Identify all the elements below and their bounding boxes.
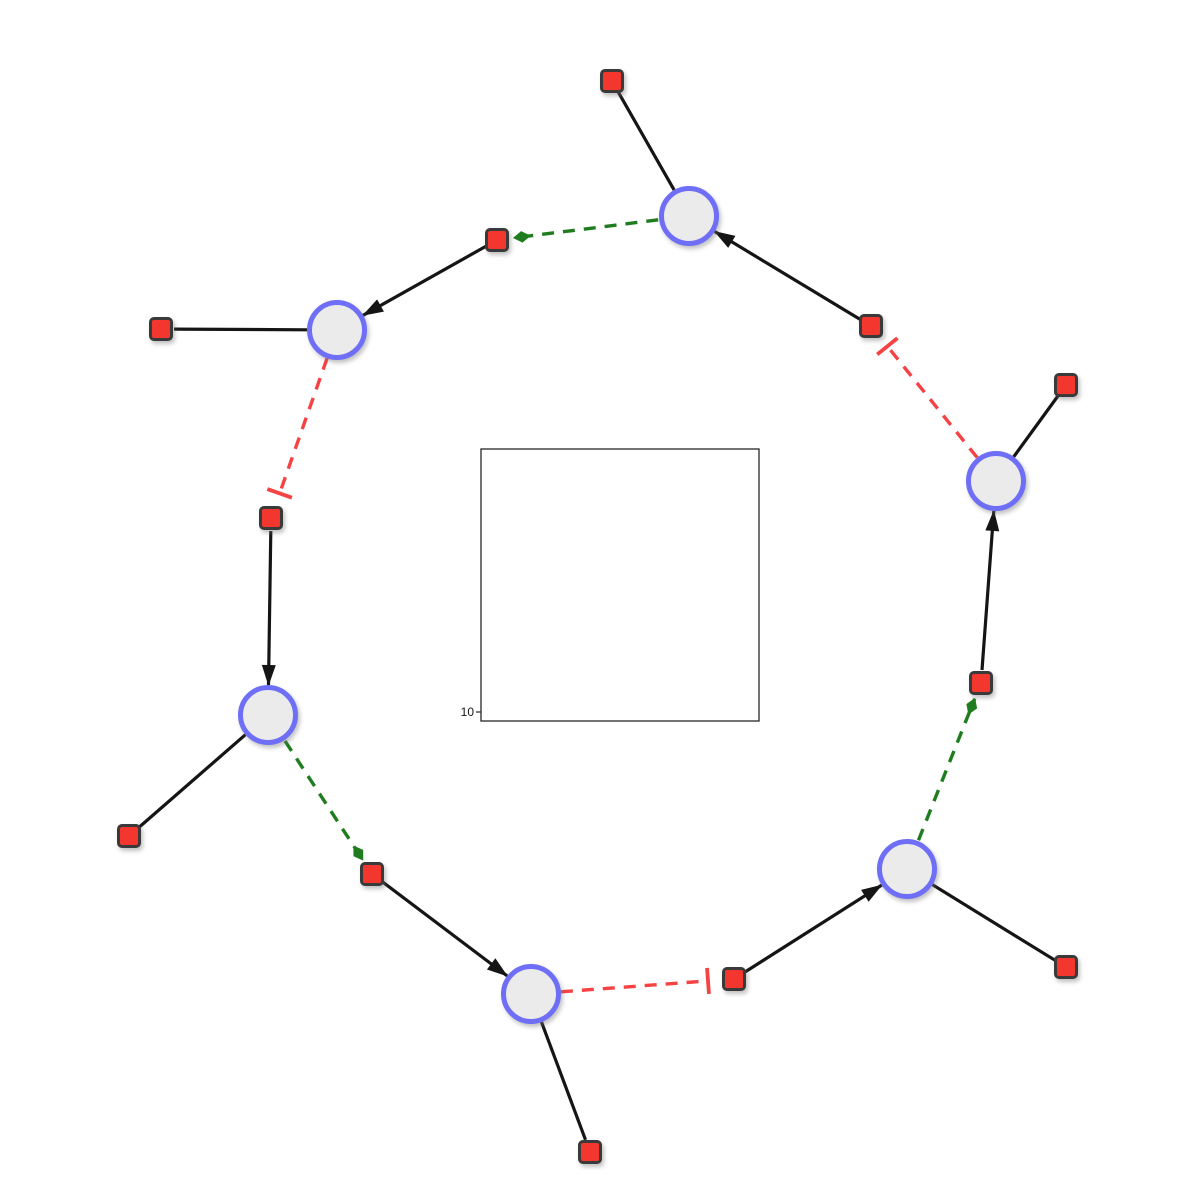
- reaction-node-deg-laci-tx[interactable]: [600, 69, 624, 93]
- edge-inhibition-tetr-protein-to-tc-ci: [560, 967, 711, 995]
- reaction-node-tl-ci[interactable]: [969, 671, 993, 695]
- species-node-tetr-protein[interactable]: [501, 964, 561, 1024]
- edge-inhibition-ci-protein-to-tc-laci: [876, 336, 979, 459]
- edge-consumption-laci-mrna-to-deg-laci-tx: [617, 91, 676, 191]
- edge-modifier-tetr-mrna-to-tl-tetr: [283, 739, 365, 861]
- species-node-laci-mrna[interactable]: [659, 186, 719, 246]
- edge-modifier-ci-mrna-to-tl-ci: [916, 697, 978, 841]
- reaction-node-deg-tetr[interactable]: [578, 1140, 602, 1164]
- edge-consumption-ci-protein-to-deg-ci: [1012, 394, 1060, 458]
- y-tick-label: 10: [461, 705, 475, 719]
- reaction-node-tc-tetr[interactable]: [259, 506, 283, 530]
- reaction-node-deg-tetr-tx[interactable]: [117, 824, 141, 848]
- plot-frame: [480, 448, 760, 722]
- edge-production-tl-ci-to-ci-protein: [980, 509, 1000, 671]
- reaction-node-tc-laci[interactable]: [859, 314, 883, 338]
- species-node-laci-protein[interactable]: [307, 300, 367, 360]
- edge-consumption-tetr-mrna-to-deg-tetr-tx: [137, 733, 247, 829]
- reaction-node-tc-ci[interactable]: [722, 967, 746, 991]
- reaction-node-deg-ci[interactable]: [1054, 373, 1078, 397]
- edge-inhibition-laci-protein-to-tc-tetr: [266, 357, 329, 500]
- reaction-node-deg-ci-tx[interactable]: [1054, 955, 1078, 979]
- edge-production-tl-tetr-to-tetr-protein: [381, 880, 509, 978]
- time-series-plot-svg: 10: [461, 448, 760, 722]
- species-node-ci-mrna[interactable]: [877, 839, 937, 899]
- edge-modifier-laci-mrna-to-tl-laci: [512, 218, 659, 243]
- edge-production-tl-laci-to-laci-protein: [362, 245, 487, 317]
- edge-production-tc-ci-to-ci-mrna: [744, 883, 883, 974]
- edge-consumption-ci-mrna-to-deg-ci-tx: [931, 883, 1056, 962]
- reaction-node-tl-tetr[interactable]: [360, 862, 384, 886]
- species-node-tetr-mrna[interactable]: [238, 685, 298, 745]
- reaction-node-tl-laci[interactable]: [485, 228, 509, 252]
- species-node-ci-protein[interactable]: [966, 451, 1026, 511]
- edge-consumption-tetr-protein-to-deg-tetr: [540, 1021, 587, 1141]
- edge-production-tc-laci-to-laci-mrna: [713, 230, 861, 321]
- edge-production-tc-tetr-to-tetr-mrna: [261, 530, 276, 686]
- edge-consumption-laci-protein-to-deg-laci: [173, 327, 308, 332]
- time-series-inset-plot: 10: [420, 432, 792, 774]
- reaction-node-deg-laci[interactable]: [149, 317, 173, 341]
